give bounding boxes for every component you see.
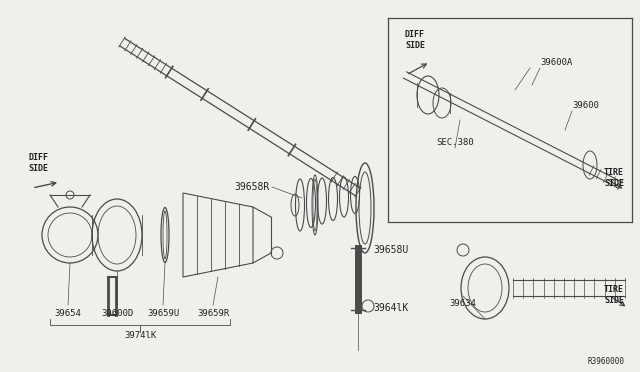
Text: 39600: 39600	[572, 100, 599, 109]
Text: TIRE
SIDE: TIRE SIDE	[604, 285, 624, 305]
Text: DIFF
SIDE: DIFF SIDE	[405, 30, 425, 50]
Text: 39600A: 39600A	[540, 58, 572, 67]
Text: SEC.380: SEC.380	[436, 138, 474, 147]
Text: R3960000: R3960000	[588, 357, 625, 366]
Text: 39659U: 39659U	[147, 308, 179, 317]
Text: 39659R: 39659R	[197, 308, 229, 317]
Text: 39634: 39634	[449, 298, 476, 308]
Text: 3974lK: 3974lK	[124, 331, 156, 340]
Text: 3964lK: 3964lK	[373, 303, 408, 313]
Text: DIFF
SIDE: DIFF SIDE	[28, 153, 48, 173]
Text: TIRE
SIDE: TIRE SIDE	[604, 168, 624, 188]
Text: 39600D: 39600D	[101, 308, 133, 317]
Text: 39654: 39654	[54, 308, 81, 317]
Text: 39658R: 39658R	[235, 182, 270, 192]
Text: 39658U: 39658U	[373, 245, 408, 255]
